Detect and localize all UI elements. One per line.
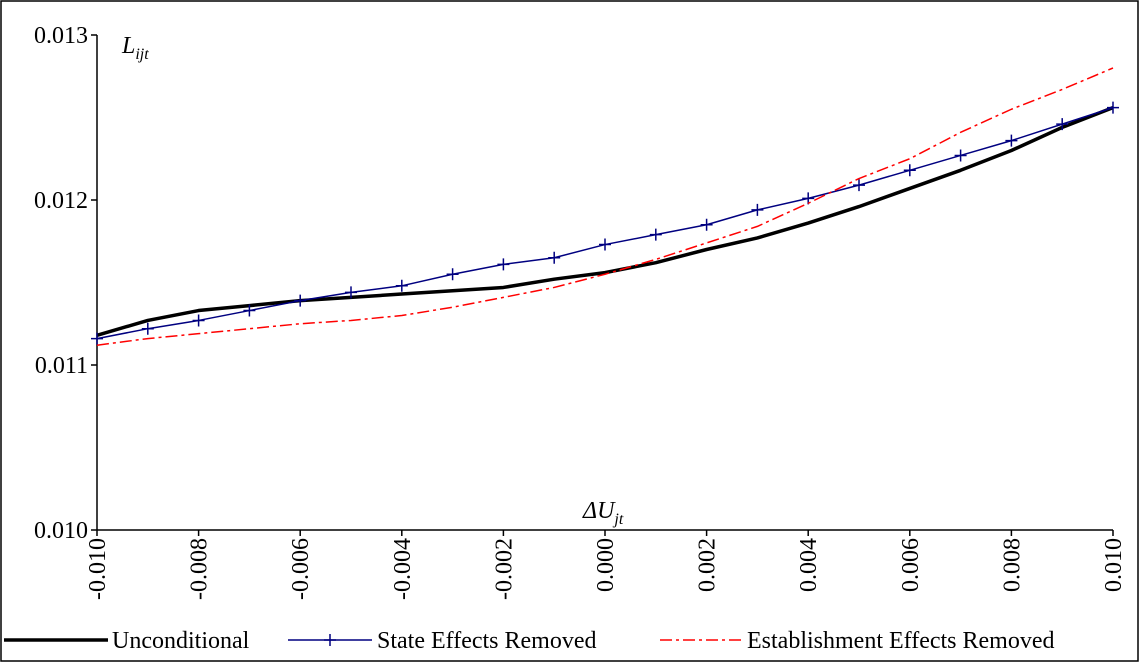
- legend-label: State Effects Removed: [377, 628, 597, 654]
- x-tick-label: -0.002: [491, 538, 517, 600]
- marker: [192, 314, 205, 327]
- marker: [700, 218, 713, 231]
- y-tick-label: 0.010: [34, 518, 88, 544]
- marker: [497, 258, 510, 271]
- x-axis-label-sub: jt: [612, 511, 623, 528]
- marker: [548, 251, 561, 264]
- y-axis-label-main: L: [121, 33, 135, 59]
- marker: [324, 634, 336, 646]
- marker: [903, 164, 916, 177]
- y-tick-label: 0.013: [34, 23, 88, 49]
- marker: [649, 228, 662, 241]
- marker: [294, 294, 307, 307]
- x-axis-label-main: ΔU: [582, 498, 616, 524]
- marker: [1056, 118, 1069, 131]
- marker: [91, 332, 103, 345]
- x-tick-label: 0.000: [593, 538, 619, 592]
- y-tick-label: 0.012: [34, 188, 88, 214]
- legend-label: Establishment Effects Removed: [747, 628, 1055, 654]
- y-axis-label: Lijt: [121, 33, 149, 63]
- x-tick-label: 0.010: [1101, 538, 1127, 592]
- legend-label: Unconditional: [112, 628, 250, 654]
- y-tick-label: 0.011: [35, 353, 88, 379]
- y-axis-label-sub: ijt: [135, 46, 149, 63]
- marker: [141, 322, 154, 335]
- marker: [853, 179, 865, 192]
- marker: [802, 192, 815, 205]
- x-tick-label: -0.006: [288, 538, 314, 600]
- x-tick-label: -0.004: [390, 538, 416, 600]
- marker: [599, 238, 611, 251]
- marker: [1107, 101, 1119, 114]
- x-axis-label: ΔUjt: [582, 498, 624, 528]
- x-tick-label: -0.010: [85, 538, 111, 600]
- marker: [446, 268, 459, 281]
- x-tick-label: 0.008: [999, 538, 1025, 592]
- x-tick-label: 0.006: [898, 538, 924, 592]
- marker: [954, 149, 967, 162]
- marker: [395, 279, 408, 292]
- x-tick-label: -0.008: [187, 538, 213, 600]
- x-tick-label: 0.002: [695, 538, 721, 592]
- x-tick-label: 0.004: [796, 538, 822, 592]
- marker: [751, 203, 764, 216]
- marker: [345, 286, 357, 299]
- marker: [1005, 134, 1018, 147]
- series-line: [96, 105, 1114, 337]
- marker: [243, 304, 256, 317]
- series-line: [96, 67, 1114, 346]
